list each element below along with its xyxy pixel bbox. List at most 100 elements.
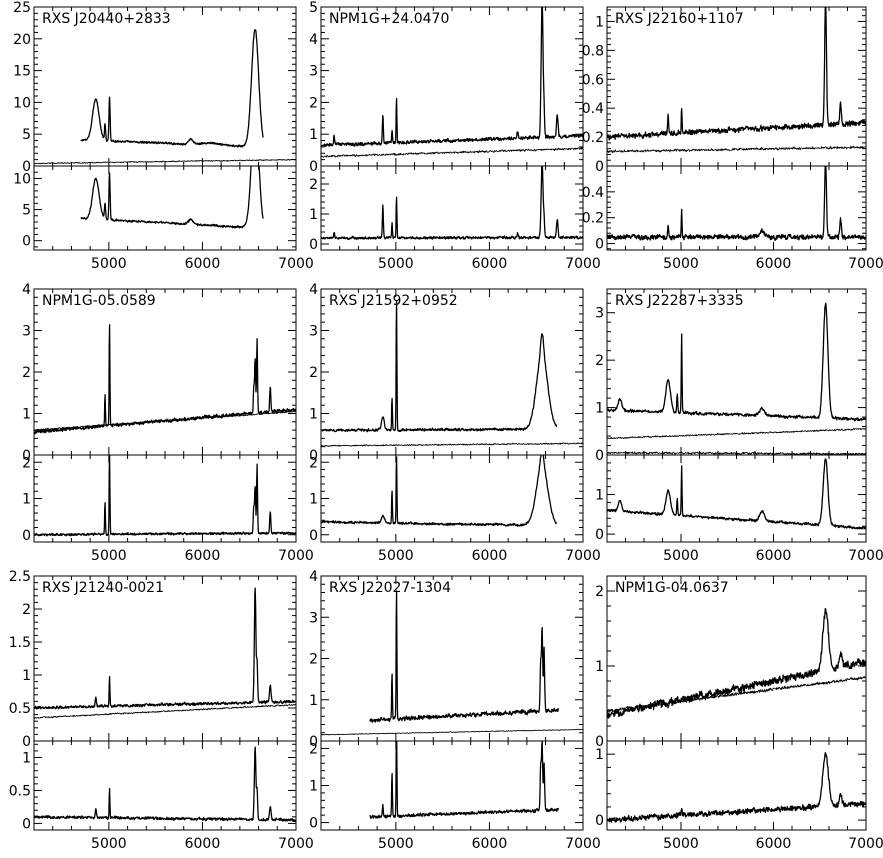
y-tick-label: 0 [309, 528, 318, 544]
subplot-top: 0 1 2 3 4 [309, 282, 584, 464]
y-tick-label: 1 [22, 750, 31, 766]
y-tick-label: 2 [595, 353, 604, 369]
y-tick-label: 1 [595, 659, 604, 675]
y-tick-label: 3 [595, 306, 604, 322]
y-tick-label: 0 [309, 159, 318, 175]
y-tick-label: 0 [595, 448, 604, 464]
x-tick-label: 5000 [91, 548, 127, 564]
y-tick-label: 20 [13, 32, 31, 48]
spectrum-line [607, 302, 866, 422]
x-tick-label: 7000 [565, 836, 601, 852]
subplot-bottom: 0 1 5000 6000 7000 [595, 740, 883, 852]
y-tick-label: 2 [309, 365, 318, 381]
y-tick-label: 1 [309, 492, 318, 508]
y-tick-label: 2 [22, 455, 31, 471]
y-tick-label: 3 [22, 324, 31, 340]
x-tick-label: 7000 [848, 256, 883, 272]
y-tick-label: 2 [22, 365, 31, 381]
spectrum-line [607, 608, 866, 719]
y-tick-label: 0 [309, 448, 318, 464]
subplot-bottom: 0 1 2 5000 6000 7000 [309, 740, 601, 852]
y-tick-label: 0 [22, 734, 31, 750]
comparison-spectrum-line [321, 442, 583, 447]
y-tick-label: 10 [13, 95, 31, 111]
x-tick-label: 6000 [472, 256, 508, 272]
x-tick-label: 5000 [663, 548, 699, 564]
subplot-top: 0 1 2 3 [595, 288, 867, 464]
subplot-bottom: 0 0.2 0.4 5000 6000 7000 [582, 165, 883, 272]
spectrum-line [321, 455, 558, 527]
y-tick-label: 0.5 [9, 701, 31, 717]
y-tick-label: 0.4 [582, 185, 604, 201]
y-tick-label: 0 [595, 734, 604, 750]
panel-4: 0 1 2 3 4 0 1 2 5000 6000 7000 NPM1G-05.0589 [22, 282, 314, 564]
x-tick-label: 7000 [278, 548, 314, 564]
spectrum-line [321, 166, 583, 241]
x-tick-label: 7000 [848, 548, 883, 564]
x-tick-label: 6000 [472, 548, 508, 564]
y-tick-label: 0.6 [582, 72, 604, 88]
subplot-frame [320, 740, 584, 831]
subplot-top: 0 5 10 15 20 25 [13, 0, 297, 175]
spectrum-line [607, 166, 866, 241]
y-tick-label: 1 [22, 492, 31, 508]
panel-title: NPM1G-04.0637 [615, 580, 729, 596]
spectrum-line [369, 741, 560, 819]
y-tick-label: 1 [309, 207, 318, 223]
x-tick-label: 6000 [185, 256, 221, 272]
y-tick-label: 10 [13, 171, 31, 187]
y-tick-label: 1 [22, 407, 31, 423]
x-tick-label: 7000 [278, 836, 314, 852]
spectrum-line [607, 752, 866, 823]
y-tick-label: 1 [309, 407, 318, 423]
y-tick-label: 5 [22, 203, 31, 219]
y-tick-label: 1 [309, 779, 318, 795]
x-tick-label: 6000 [756, 256, 792, 272]
subplot-bottom: 0 1 2 5000 6000 7000 [309, 454, 601, 564]
spectrum-line [607, 7, 866, 141]
panel-1: 0 5 10 15 20 25 0 5 10 5000 6000 7000 RXS J20440+283… [13, 0, 314, 272]
subplot-frame [320, 454, 584, 543]
y-tick-label: 0 [309, 734, 318, 750]
y-tick-label: 1 [309, 127, 318, 143]
panel-title: RXS J22027-1304 [329, 580, 451, 596]
comparison-spectrum-line [607, 427, 866, 440]
y-tick-label: 5 [309, 0, 318, 16]
y-tick-label: 0.2 [582, 211, 604, 227]
x-tick-label: 6000 [756, 548, 792, 564]
panel-title: RXS J20440+2833 [42, 11, 171, 27]
subplot-bottom: 0 1 2 5000 6000 7000 [309, 165, 601, 272]
x-tick-label: 6000 [756, 836, 792, 852]
x-tick-label: 7000 [278, 256, 314, 272]
x-tick-label: 5000 [91, 836, 127, 852]
spectrum-line [80, 29, 264, 148]
subplot-top: 0 0.5 1 1.5 2 2.5 [9, 569, 297, 750]
spectrum-line [369, 590, 560, 723]
comparison-spectrum-line [321, 147, 583, 158]
x-tick-label: 6000 [185, 548, 221, 564]
spectrum-line [607, 458, 866, 530]
y-tick-label: 0 [22, 816, 31, 832]
y-tick-label: 15 [13, 64, 31, 80]
y-tick-label: 0 [595, 159, 604, 175]
y-tick-label: 0.4 [582, 101, 604, 117]
subplot-frame [33, 165, 297, 251]
y-tick-label: 2 [595, 584, 604, 600]
panel-title: NPM1G+24.0470 [329, 11, 449, 27]
y-tick-label: 2 [309, 652, 318, 668]
panel-3: 0 0.2 0.4 0.6 0.8 1 0 0.2 0.4 5000 6000 7000 RXS J22… [582, 6, 883, 272]
y-tick-label: 4 [309, 32, 318, 48]
subplot-top: 0 1 2 3 4 [309, 569, 584, 750]
y-tick-label: 2 [309, 741, 318, 757]
subplot-bottom: 0 1 5000 6000 7000 [595, 454, 883, 564]
y-tick-label: 1 [309, 693, 318, 709]
spectrum-line [34, 324, 296, 435]
y-tick-label: 1 [22, 668, 31, 684]
y-tick-label: 0 [22, 528, 31, 544]
spectrum-line [34, 587, 296, 710]
x-tick-label: 5000 [378, 548, 414, 564]
y-tick-label: 1 [595, 14, 604, 30]
y-tick-label: 3 [309, 324, 318, 340]
